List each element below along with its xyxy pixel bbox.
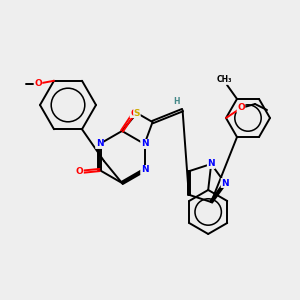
Text: N: N <box>141 140 148 148</box>
Text: CH₃: CH₃ <box>216 75 232 84</box>
Text: H: H <box>173 97 180 106</box>
Text: O: O <box>237 103 245 112</box>
Text: N: N <box>141 166 148 175</box>
Text: O: O <box>34 79 42 88</box>
Text: O: O <box>76 167 83 176</box>
Text: N: N <box>96 140 103 148</box>
Text: N: N <box>221 178 229 188</box>
Text: N: N <box>207 160 215 169</box>
Text: O: O <box>130 109 138 118</box>
Text: S: S <box>134 109 140 118</box>
